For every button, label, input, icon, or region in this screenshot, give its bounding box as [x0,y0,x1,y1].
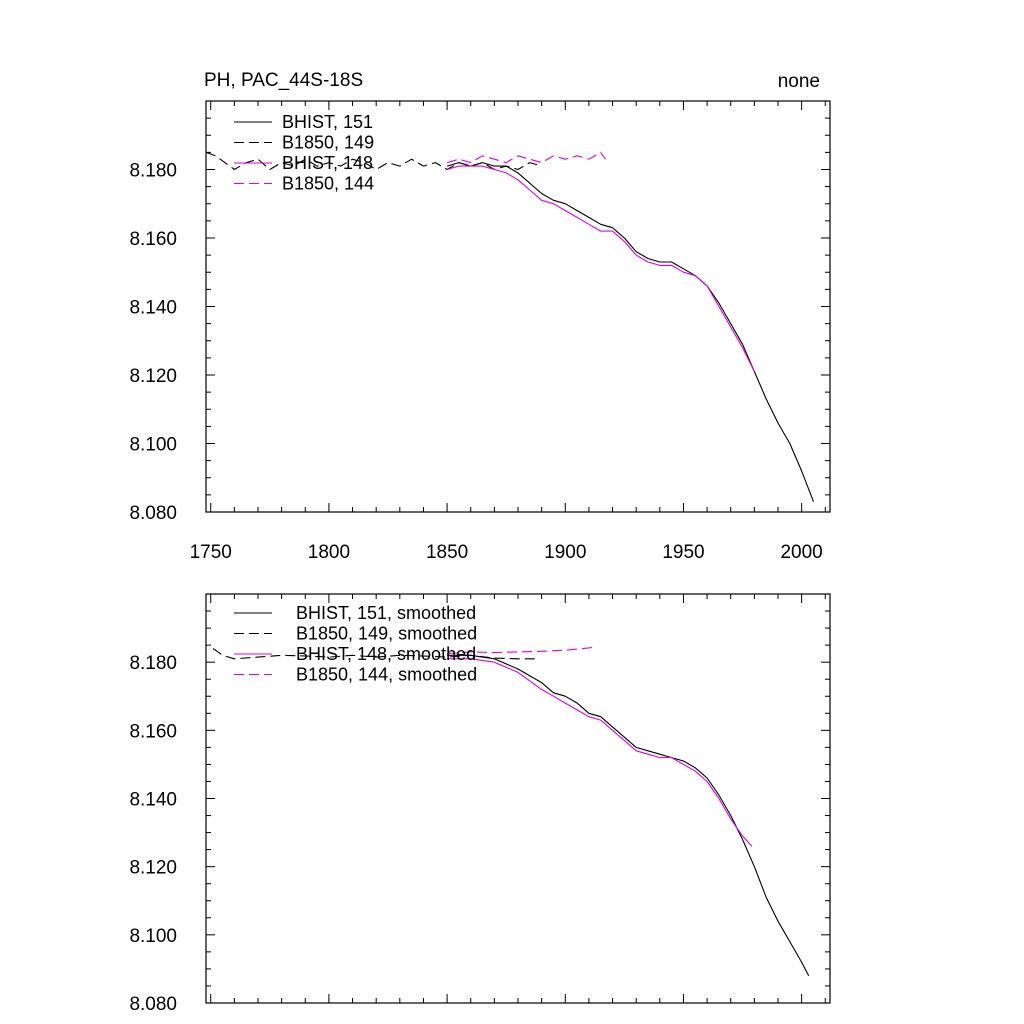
y-tick-label: 8.080 [129,994,177,1015]
legend-label: BHIST, 148 [282,153,373,173]
y-tick-label: 8.100 [129,926,177,947]
series-line-2 [205,151,542,171]
top-panel: 1750 1800 1850 1900 1950 2000 8.080 8.100 8.120 8… [129,100,831,563]
x-tick-label: 1950 [662,542,704,563]
x-tick-label: 1900 [544,542,586,563]
legend-label: BHIST, 151 [282,112,373,132]
x-tick-label: 1800 [308,542,350,563]
chart-title-left: PH, PAC_44S-18S [204,70,363,91]
y-tick-label: 8.120 [129,858,177,879]
y-tick-label: 8.160 [129,229,177,250]
series-line-4 [447,646,597,655]
x-tick-label: 2000 [780,542,822,563]
legend-label: B1850, 144 [282,174,374,194]
legend-label: B1850, 144, smoothed [296,665,477,685]
series-line-3 [446,165,755,372]
y-tick-label: 8.160 [129,721,177,742]
series-line-2 [212,648,537,660]
legend-label: B1850, 149, smoothed [296,624,477,644]
y-tick-label: 8.140 [129,790,177,811]
x-tick-label: 1850 [426,542,468,563]
legend-label: BHIST, 148, smoothed [296,644,476,664]
legend-label: BHIST, 151, smoothed [296,603,476,623]
y-tick-label: 8.080 [129,503,177,524]
y-tick-label: 8.140 [129,298,177,319]
chart-title-right: none [778,71,820,92]
series-line-3 [447,658,753,847]
x-tick-label: 1750 [190,542,232,563]
series-line-1 [447,654,810,976]
y-tick-label: 8.180 [129,653,177,674]
legend-label: B1850, 149 [282,133,374,153]
y-tick-label: 8.100 [129,435,177,456]
y-tick-label: 8.120 [129,366,177,387]
bottom-panel: 8.080 8.100 8.120 8.140 8.160 8.180 BHIST, 151… [129,593,831,1015]
y-tick-label: 8.180 [129,161,177,182]
